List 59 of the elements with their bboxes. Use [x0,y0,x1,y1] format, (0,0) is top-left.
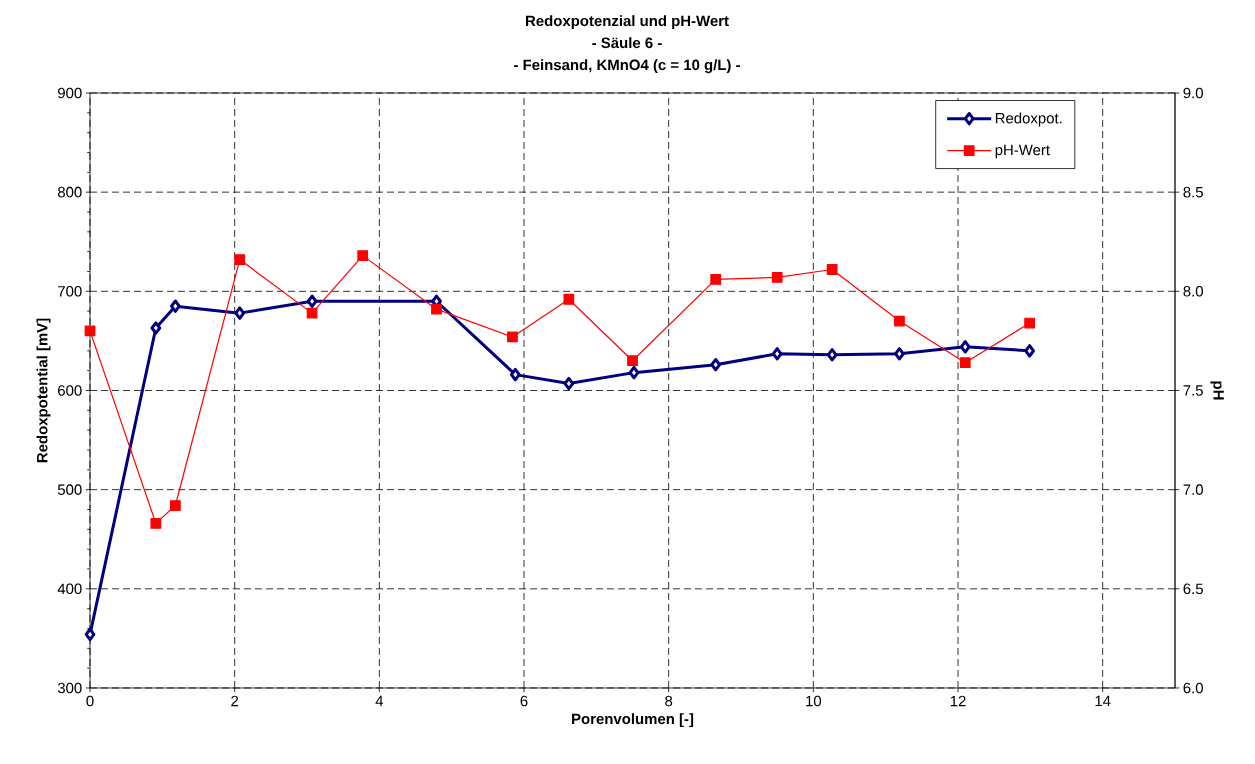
y2-tick-label: 6.0 [1183,682,1203,694]
point [507,331,518,343]
y2-axis-title: pH [1210,381,1224,400]
x-tick-label: 8 [665,695,673,707]
point [563,293,575,305]
x-tick-label: 10 [806,695,822,707]
y-tick-label: 700 [58,286,82,297]
point [628,365,640,380]
y2-tick-label: 8.5 [1183,186,1203,198]
y-axis-title: Redoxpotential [mV] [36,318,51,463]
x-tick-label: 4 [375,695,384,707]
x-tick-label: 14 [1095,695,1111,707]
point [1024,344,1036,358]
point [894,315,905,327]
chart-subtitle: - Säule 6 - [592,37,662,49]
point [710,274,722,285]
y2-tick-label: 9.0 [1183,87,1203,99]
x-tick-label: 6 [520,695,528,707]
point [150,517,162,529]
point [357,250,369,261]
point [169,500,181,511]
chart-title: Redoxpotenzial und pH-Wert [526,15,729,30]
y-tick-label: 300 [57,682,82,694]
point [84,627,96,642]
point [150,321,162,335]
x-tick-label: 2 [231,695,239,707]
point [627,355,638,367]
x-axis-title: Porenvolumen [-] [572,713,694,728]
y2-tick-label: 6.5 [1183,583,1203,595]
y-tick-label: 800 [57,186,82,198]
point [431,303,442,315]
point [771,272,783,283]
point [306,294,318,308]
y2-tick-label: 8.0 [1183,286,1203,297]
point [169,299,181,313]
point [826,264,838,275]
y-tick-label: 900 [58,87,82,99]
point [826,348,838,362]
point [959,340,971,354]
y-tick-label: 400 [57,583,82,595]
x-tick-label: 12 [950,695,966,707]
point [771,347,783,361]
point [234,306,246,320]
point [306,307,318,319]
point [509,367,521,382]
point [1024,317,1035,329]
y2-tick-label: 7.0 [1183,484,1203,495]
y-tick-label: 600 [58,385,82,396]
x-tick-label: 0 [86,695,94,707]
point [234,254,246,265]
legend-label: pH-Wert [995,144,1050,159]
point [563,376,575,391]
y2-tick-label: 7.5 [1183,385,1203,396]
point [710,358,722,372]
point [959,357,971,369]
text: - Feinsand, KMnO4 (c = 10 g/L) - [514,59,740,74]
point [894,347,905,361]
y-tick-label: 500 [57,484,82,495]
legend-label: Redoxpot. [995,112,1062,127]
